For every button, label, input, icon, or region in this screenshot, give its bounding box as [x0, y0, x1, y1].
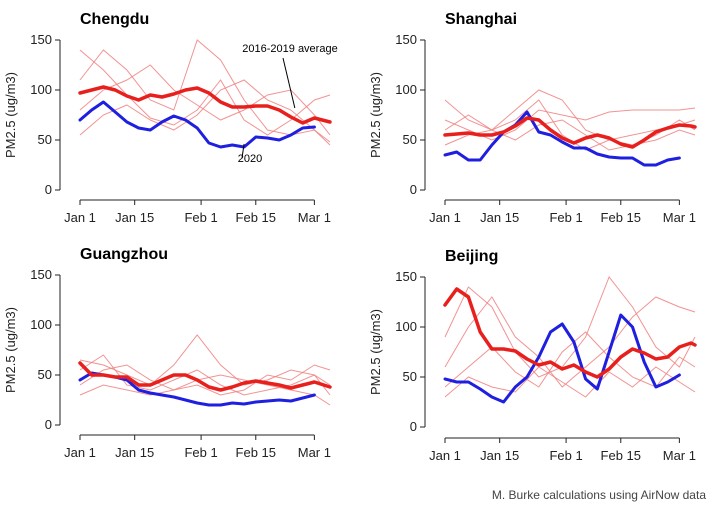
yearly-series-line	[444, 296, 696, 388]
y-tick-label: 50	[403, 369, 417, 384]
average-series-line	[443, 287, 697, 379]
annotation-leader-line	[282, 57, 296, 109]
credit-text: M. Burke calculations using AirNow data	[491, 488, 706, 502]
x-tick-label: Jan 1	[429, 448, 461, 463]
y-tick-label: 0	[45, 182, 52, 197]
x-tick-label: Feb 15	[601, 210, 641, 225]
x-tick-label: Jan 1	[429, 210, 461, 225]
chart-panel-chengdu: Chengdu 0 50 100 150 PM2.5 (ug/m3) Jan 1 Jan 15…	[3, 11, 338, 225]
y-axis-label: PM2.5 (ug/m3)	[368, 72, 383, 158]
x-tick-label: Mar 1	[298, 210, 331, 225]
yearly-series-line	[79, 374, 331, 406]
annotation-label: 2016-2019 average	[242, 43, 337, 55]
chart-panel-shanghai: Shanghai 0 50 100 150 PM2.5 (ug/m3) Jan 1 Jan 1…	[368, 11, 697, 225]
annotation-label: 2020	[238, 153, 262, 165]
y-tick-label: 150	[30, 32, 52, 47]
yearly-series-line	[79, 364, 331, 396]
y-tick-label: 100	[30, 82, 52, 97]
chart-panel-guangzhou: Guangzhou 0 50 100 150 PM2.5 (ug/m3) Jan 1 Jan …	[3, 246, 332, 460]
yearly-series-line	[79, 79, 331, 146]
x-tick-label: Jan 1	[64, 445, 96, 460]
y-tick-label: 0	[410, 419, 417, 434]
panel-title: Guangzhou	[80, 246, 168, 263]
series-2020-line	[78, 100, 316, 149]
x-tick-label: Jan 15	[115, 445, 154, 460]
yearly-series-line	[79, 334, 331, 386]
panel-title: Beijing	[445, 248, 498, 265]
y-tick-label: 50	[403, 132, 417, 147]
average-series-line	[78, 85, 332, 125]
y-axis-label: PM2.5 (ug/m3)	[368, 309, 383, 395]
x-tick-label: Feb 15	[236, 210, 276, 225]
y-tick-label: 150	[30, 267, 52, 282]
y-tick-label: 150	[395, 32, 417, 47]
x-tick-label: Feb 1	[184, 210, 217, 225]
yearly-series-line	[444, 107, 696, 141]
y-tick-label: 0	[410, 182, 417, 197]
y-tick-label: 100	[395, 319, 417, 334]
average-series-line	[443, 116, 697, 149]
x-tick-label: Mar 1	[663, 448, 696, 463]
y-tick-label: 0	[45, 417, 52, 432]
x-tick-label: Feb 1	[549, 210, 582, 225]
panel-title: Chengdu	[80, 11, 149, 28]
y-tick-label: 50	[38, 132, 52, 147]
y-axis-label: PM2.5 (ug/m3)	[3, 307, 18, 393]
x-tick-label: Feb 15	[601, 448, 641, 463]
x-tick-label: Mar 1	[298, 445, 331, 460]
x-tick-label: Feb 1	[549, 448, 582, 463]
y-axis-label: PM2.5 (ug/m3)	[3, 72, 18, 158]
yearly-series-line	[444, 276, 696, 378]
series-2020-line	[443, 110, 681, 167]
chart-panel-beijing: Beijing 0 50 100 150 PM2.5 (ug/m3) Jan 1 Jan 15…	[368, 248, 697, 463]
annotation-leader-line	[241, 143, 245, 159]
x-tick-label: Feb 1	[184, 445, 217, 460]
average-series-line	[78, 361, 332, 392]
yearly-series-line	[79, 64, 331, 136]
y-tick-label: 100	[30, 317, 52, 332]
yearly-series-line	[444, 366, 696, 398]
y-tick-label: 150	[395, 269, 417, 284]
y-tick-label: 100	[395, 82, 417, 97]
x-tick-label: Jan 15	[480, 448, 519, 463]
x-tick-label: Mar 1	[663, 210, 696, 225]
x-tick-label: Jan 15	[480, 210, 519, 225]
x-tick-label: Jan 15	[115, 210, 154, 225]
panel-title: Shanghai	[445, 11, 517, 28]
x-tick-label: Jan 1	[64, 210, 96, 225]
x-tick-label: Feb 15	[236, 445, 276, 460]
y-tick-label: 50	[38, 367, 52, 382]
